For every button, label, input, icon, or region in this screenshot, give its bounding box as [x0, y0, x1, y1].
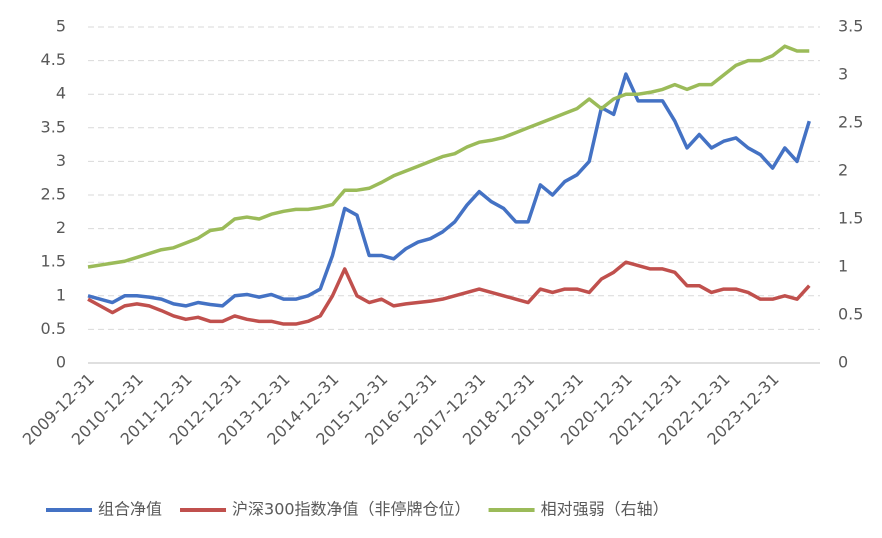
y2-tick-label: 1 — [838, 257, 848, 276]
y2-tick-label: 0 — [838, 353, 848, 372]
y-tick-label: 0 — [56, 353, 66, 372]
y2-tick-label: 1.5 — [838, 209, 863, 228]
y2-tick-label: 2 — [838, 161, 848, 180]
y2-tick-label: 3 — [838, 65, 848, 84]
legend-label: 组合净值 — [98, 500, 162, 519]
series-line — [87, 260, 811, 326]
y-tick-label: 2.5 — [41, 185, 66, 204]
series-line — [87, 72, 811, 308]
y-tick-label: 1 — [56, 285, 66, 304]
y2-tick-label: 3.5 — [838, 17, 863, 36]
series-line — [87, 44, 810, 269]
y-tick-label: 4.5 — [41, 50, 66, 69]
legend-label: 相对强弱（右轴） — [541, 500, 669, 519]
y2-tick-label: 0.5 — [838, 305, 863, 324]
y-tick-label: 2 — [56, 218, 66, 237]
y-tick-label: 3.5 — [41, 117, 66, 136]
y-tick-label: 3 — [56, 151, 66, 170]
y2-tick-label: 2.5 — [838, 113, 863, 132]
y-tick-label: 4 — [56, 84, 66, 103]
y-tick-label: 1.5 — [41, 252, 66, 271]
legend-label: 沪深300指数净值（非停牌仓位） — [232, 500, 471, 519]
y-tick-label: 0.5 — [41, 319, 66, 338]
y-tick-label: 5 — [56, 17, 66, 36]
